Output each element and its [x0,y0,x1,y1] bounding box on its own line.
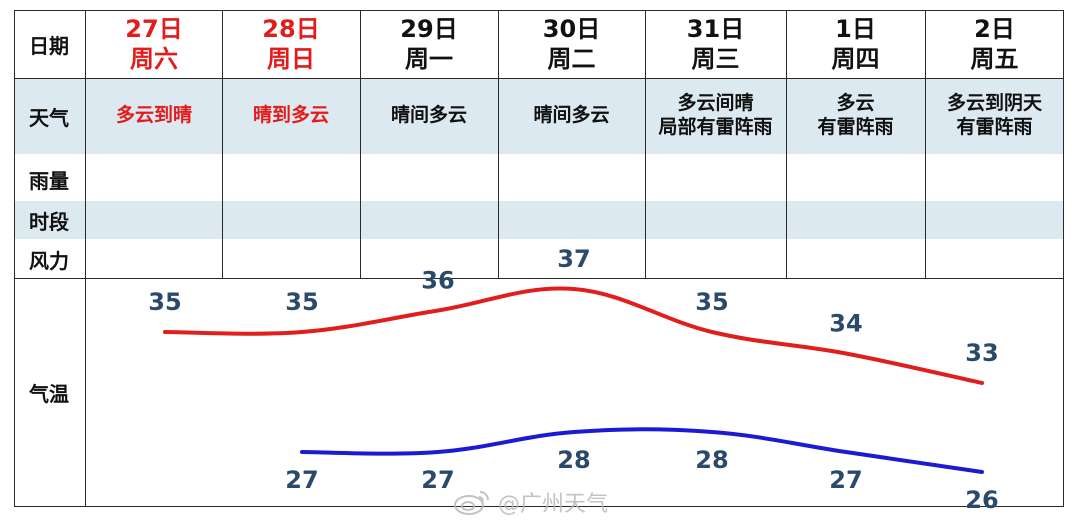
weather-text: 多云 [836,92,875,115]
date-cell: 29日 周一 [360,10,498,78]
row-label-period: 时段 [29,209,69,234]
band-weather-row [14,78,1064,154]
table-border-top [14,10,1064,11]
watermark: @广州天气 [452,486,608,518]
low-temp-label: 27 [285,466,318,494]
high-temp-label: 36 [421,267,454,295]
weather-text: 多云间晴 [677,92,754,115]
low-temp-label: 28 [695,446,728,474]
row-divider [14,278,1064,279]
weekday-label: 周四 [831,45,880,73]
weather-cell: 多云 有雷阵雨 [786,78,925,154]
date-cell: 2日 周五 [925,10,1064,78]
weather-cell: 晴间多云 [498,78,645,154]
weather-cell: 晴到多云 [222,78,360,154]
date-cell: 28日 周日 [222,10,360,78]
low-temp-line [300,427,984,474]
column-divider [925,10,926,278]
weather-cell: 多云到晴 [86,78,222,154]
date-cell: 31日 周三 [645,10,786,78]
row-label-wind: 风力 [29,248,69,273]
date-label: 31日 [686,15,745,43]
row-label-rain: 雨量 [29,168,69,193]
weekday-label: 周五 [970,45,1019,73]
column-divider [645,10,646,278]
table-border-bottom [14,506,1064,507]
high-temp-label: 35 [285,288,318,316]
weather-text: 局部有雷阵雨 [658,116,773,138]
low-temp-label: 28 [557,446,590,474]
weather-cell: 晴间多云 [360,78,498,154]
row-label-temp: 气温 [29,381,69,406]
weekday-label: 周二 [547,45,596,73]
column-divider [360,10,361,278]
high-temp-label: 37 [557,245,590,273]
weather-text: 有雷阵雨 [956,116,1033,138]
weekday-label: 周三 [691,45,740,73]
weather-text: 晴到多云 [252,104,329,127]
low-temp-label: 27 [829,466,862,494]
high-temp-label: 34 [829,310,862,338]
high-temp-label: 35 [695,288,728,316]
weekday-label: 周六 [130,45,178,73]
weather-text: 晴间多云 [390,104,467,127]
date-label: 1日 [835,15,876,43]
weather-text: 多云到晴 [115,104,192,127]
high-temp-label: 35 [148,288,181,316]
column-divider [222,10,223,278]
weather-text: 晴间多云 [533,104,610,127]
date-label: 28日 [262,15,320,43]
date-label: 27日 [125,15,183,43]
date-cell: 30日 周二 [498,10,645,78]
low-temp-label: 27 [421,466,454,494]
date-cell: 27日 周六 [86,10,222,78]
date-label: 2日 [974,15,1015,43]
table-border-left [14,10,15,507]
date-label: 30日 [542,15,601,43]
weather-text: 有雷阵雨 [817,116,894,138]
column-divider [85,10,86,507]
weather-text: 多云到阴天 [946,92,1042,115]
weekday-label: 周一 [405,45,453,73]
date-cell: 1日 周四 [786,10,925,78]
column-divider [498,10,499,278]
low-temp-label: 26 [965,486,998,514]
weekday-label: 周日 [267,45,315,73]
row-label-date: 日期 [29,33,69,58]
column-divider [786,10,787,278]
high-temp-label: 33 [965,339,998,367]
row-label-weather: 天气 [29,105,69,130]
band-period-row [14,201,1064,239]
row-divider [14,78,1064,79]
watermark-text: @广州天气 [498,492,609,517]
weather-cell: 多云到阴天 有雷阵雨 [925,78,1064,154]
weather-cell: 多云间晴 局部有雷阵雨 [645,78,786,154]
high-temp-line [163,286,984,385]
date-label: 29日 [400,15,458,43]
weibo-icon [454,491,489,515]
table-border-right [1063,10,1064,507]
